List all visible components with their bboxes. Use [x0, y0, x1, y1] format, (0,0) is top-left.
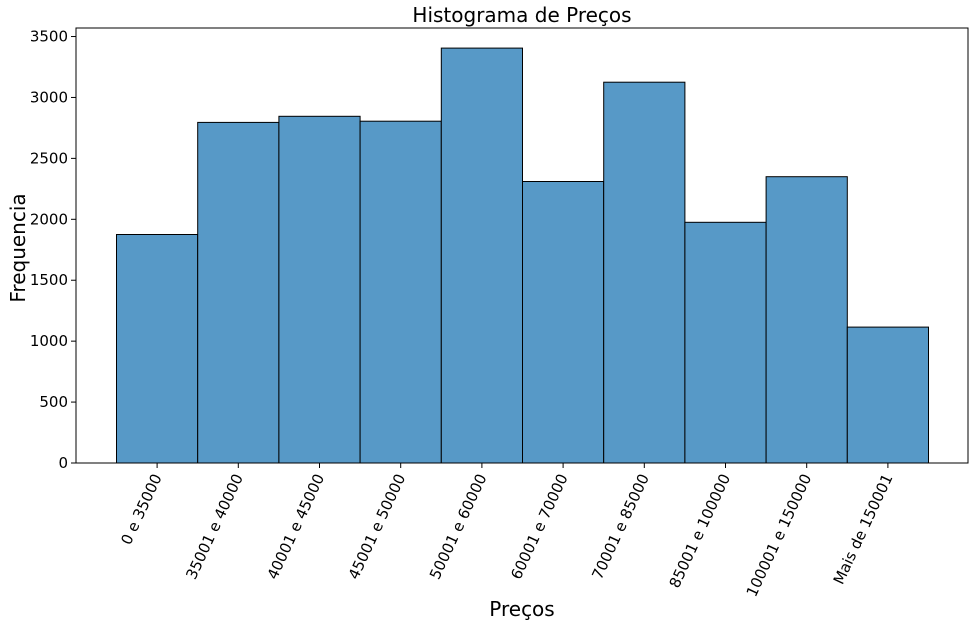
bar-3: [359, 120, 442, 464]
x-tick-label-5: 60001 e 70000: [507, 471, 572, 582]
chart-title: Histograma de Preços: [412, 3, 631, 27]
y-tick-label-5: 2500: [30, 149, 68, 167]
bar-1: [197, 121, 280, 464]
x-axis: 0 e 35000 35001 e 40000 40001 e 45000 45001…: [117, 463, 897, 599]
bar-0: [116, 234, 199, 464]
y-tick-label-1: 500: [39, 393, 68, 411]
x-axis-label: Preços: [489, 597, 554, 621]
x-tick-label-2: 40001 e 45000: [264, 471, 329, 582]
x-tick-label-6: 70001 e 85000: [588, 471, 653, 582]
bar-4: [440, 47, 523, 464]
x-tick-label-1: 35001 e 40000: [182, 471, 247, 582]
y-tick-label-6: 3000: [30, 88, 68, 106]
x-tick-label-9: Mais de 150001: [830, 471, 897, 587]
x-tick-label-0: 0 e 35000: [117, 471, 165, 548]
y-tick-label-4: 2000: [30, 210, 68, 228]
x-tick-label-3: 45001 e 50000: [345, 471, 410, 582]
x-tick-label-8: 100001 e 150000: [743, 471, 816, 599]
bar-2: [278, 115, 361, 464]
bar-6: [603, 81, 686, 464]
y-axis-label: Frequencia: [6, 193, 30, 302]
y-tick-label-7: 3500: [30, 28, 68, 46]
bar-7: [684, 221, 767, 464]
bar-5: [522, 181, 605, 464]
x-tick-label-7: 85001 e 100000: [666, 471, 735, 591]
y-axis: 0 500 1000 1500 2000 2500 3000 3500: [30, 28, 76, 472]
bar-8: [765, 176, 848, 464]
y-tick-label-0: 0: [58, 454, 68, 472]
bars-group: [116, 47, 929, 464]
y-tick-label-2: 1000: [30, 332, 68, 350]
y-tick-label-3: 1500: [30, 271, 68, 289]
x-tick-label-4: 50001 e 60000: [426, 471, 491, 582]
plot-frame: [75, 27, 969, 464]
bar-9: [846, 326, 929, 464]
